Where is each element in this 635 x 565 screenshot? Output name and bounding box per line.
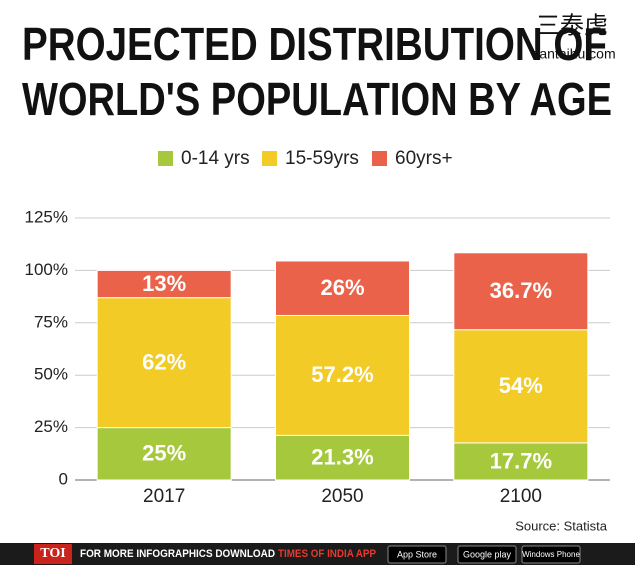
chart-title: PROJECTED DISTRIBUTION OF: [22, 18, 607, 70]
footer-logo: [34, 544, 72, 564]
data-label: 54%: [499, 373, 543, 398]
bar-segment: [96, 297, 232, 429]
data-label: 17.7%: [490, 448, 552, 473]
bar-segment: [453, 329, 589, 444]
footer-text: FOR MORE INFOGRAPHICS DOWNLOAD: [80, 548, 275, 560]
x-tick-label: 2017: [143, 486, 185, 507]
bar-segment: [96, 269, 232, 299]
x-tick-label: 2050: [321, 486, 363, 507]
bar-segment: [453, 442, 589, 481]
footer-app: TIMES OF INDIA APP: [278, 548, 376, 560]
y-tick-label: 100%: [25, 260, 68, 279]
legend-label: 15-59yrs: [285, 148, 359, 169]
y-tick-label: 125%: [25, 207, 68, 226]
data-label: 36.7%: [490, 278, 552, 303]
legend-label: 60yrs+: [395, 148, 453, 169]
watermark: 三泰虎: [536, 12, 608, 39]
data-label: 26%: [320, 275, 364, 300]
legend-swatch: [158, 151, 173, 166]
bar-segment: [453, 252, 589, 331]
footer-brand: TOI: [40, 546, 65, 561]
legend-label: 0-14 yrs: [181, 148, 250, 169]
y-tick-label: 50%: [34, 365, 68, 384]
data-label: 25%: [142, 441, 186, 466]
data-label: 62%: [142, 349, 186, 374]
source: Source: Statista: [515, 518, 608, 533]
bar-segment: [275, 260, 410, 316]
data-label: 57.2%: [311, 362, 373, 387]
data-label: 21.3%: [311, 444, 373, 469]
watermark: santaihu.com: [532, 46, 615, 62]
y-tick-label: 25%: [34, 417, 68, 436]
bar-segment: [96, 427, 232, 481]
bar-segment: [275, 314, 410, 436]
badge[interactable]: [457, 545, 517, 564]
badge-text: Windows Phone: [522, 550, 580, 559]
badge-text: App Store: [397, 549, 437, 559]
bar-segment: [275, 434, 410, 481]
chart-title: WORLD'S POPULATION BY AGE: [22, 73, 612, 125]
badge[interactable]: [521, 545, 581, 564]
x-tick-label: 2100: [500, 486, 542, 507]
legend-swatch: [262, 151, 277, 166]
y-tick-label: 0: [59, 469, 68, 488]
legend-swatch: [372, 151, 387, 166]
badge-text: Google play: [463, 549, 512, 559]
y-tick-label: 75%: [34, 312, 68, 331]
data-label: 13%: [142, 271, 186, 296]
badge[interactable]: [387, 545, 447, 564]
